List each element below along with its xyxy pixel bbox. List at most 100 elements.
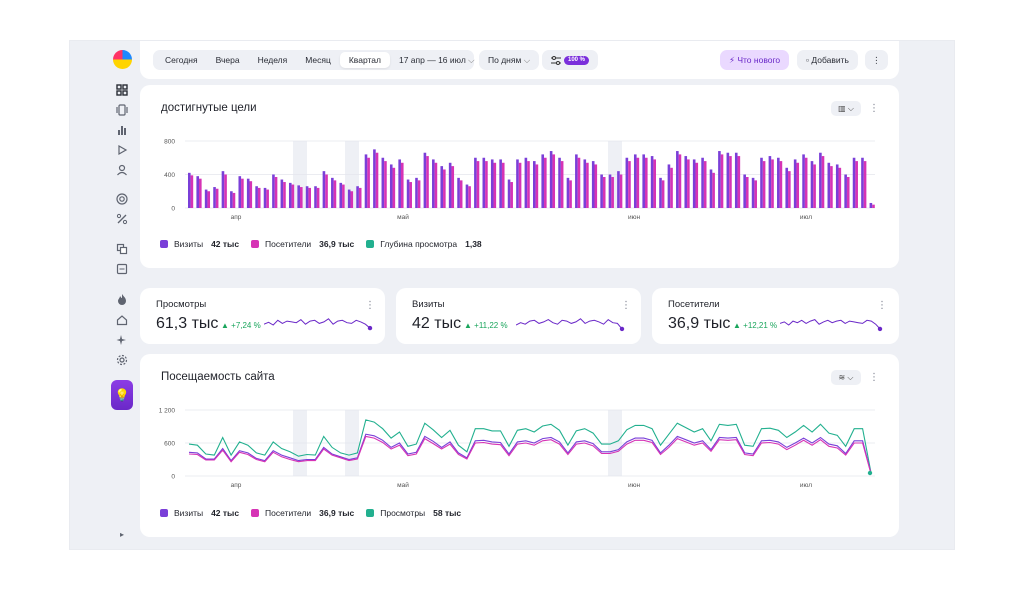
bar — [398, 159, 401, 208]
bar — [869, 202, 873, 208]
bar — [687, 159, 690, 208]
bar — [703, 161, 707, 208]
dashboard-icon[interactable] — [115, 84, 129, 98]
report-icon[interactable] — [115, 263, 129, 277]
bar — [196, 176, 200, 208]
bar — [331, 177, 334, 208]
user-icon[interactable] — [115, 164, 129, 178]
x-tick-label: июл — [800, 482, 812, 489]
lightning-icon: ⚡ — [729, 55, 735, 65]
bar — [507, 179, 511, 208]
period-quarter[interactable]: Квартал — [339, 52, 390, 68]
legend-visits[interactable]: Визиты 42 тыс — [160, 239, 239, 249]
x-tick-label: июл — [800, 214, 812, 221]
chart-type-select[interactable]: ▥ ⌵ — [831, 101, 861, 116]
bar-chart-icon[interactable] — [115, 124, 129, 138]
series-end-point — [867, 470, 873, 476]
sampling-button[interactable]: 100 % — [542, 50, 599, 70]
whats-new-label: Что нового — [737, 55, 781, 65]
y-tick-label: 1 200 — [159, 408, 176, 415]
bar — [299, 187, 303, 208]
bar — [608, 174, 612, 208]
bar — [788, 171, 791, 208]
bar — [653, 159, 657, 208]
bar — [642, 154, 645, 208]
bar — [485, 161, 488, 208]
kebab-icon[interactable]: ⋮ — [869, 103, 879, 114]
legend-depth[interactable]: Глубина просмотра 1,38 — [366, 239, 482, 249]
bar — [650, 156, 654, 208]
legend-visitors[interactable]: Посетители 36,9 тыс — [251, 508, 354, 518]
chart-type-select[interactable]: ≋ ⌵ — [831, 370, 861, 385]
stat-value: 36,9 тыс — [668, 315, 731, 332]
stat-card-visitors[interactable]: Посетители ⋮ 36,9 тыс ▲ +12,21 % — [652, 288, 899, 344]
bar — [821, 156, 825, 208]
stat-card-views[interactable]: Просмотры ⋮ 61,3 тыс ▲ +7,24 % — [140, 288, 385, 344]
settings-icon[interactable] — [115, 354, 129, 368]
bar — [535, 164, 539, 208]
date-range-picker[interactable]: 17 апр — 16 июл ⌵ — [390, 52, 484, 68]
period-yesterday[interactable]: Вчера — [215, 55, 240, 65]
more-menu-button[interactable]: ⋮ — [865, 50, 888, 70]
bar — [415, 177, 418, 208]
whats-new-button[interactable]: ⚡ Что нового — [720, 50, 790, 70]
traffic-legend: Визиты 42 тыс Посетители 36,9 тыс Просмотр… — [160, 508, 473, 518]
x-tick-label: май — [397, 213, 409, 221]
bar — [288, 182, 292, 208]
assistant-button[interactable]: 💡 — [111, 380, 133, 410]
x-tick-label: июн — [628, 214, 641, 221]
bar — [381, 157, 385, 208]
bar — [838, 167, 842, 208]
layers-icon[interactable] — [115, 104, 129, 118]
expand-sidebar-icon[interactable]: ▸ — [119, 530, 124, 539]
bar — [241, 178, 244, 208]
bar — [754, 180, 757, 208]
bar — [718, 151, 721, 208]
check-icon — [251, 240, 260, 248]
legend-visitors[interactable]: Посетители 36,9 тыс — [251, 239, 354, 249]
sparkline — [264, 318, 373, 331]
bar — [423, 152, 427, 208]
kebab-icon[interactable]: ⋮ — [877, 300, 887, 311]
metrica-logo[interactable] — [113, 50, 132, 69]
grouping-select[interactable]: По дням ⌵ — [479, 50, 540, 70]
add-button[interactable]: ▫ Добавить — [797, 50, 858, 70]
bar — [734, 152, 738, 208]
copy-icon[interactable] — [115, 243, 129, 257]
legend-visits[interactable]: Визиты 42 тыс — [160, 508, 239, 518]
period-today[interactable]: Сегодня — [165, 55, 198, 65]
percent-icon[interactable] — [115, 213, 129, 227]
home-icon[interactable] — [115, 314, 129, 328]
chevron-down-icon: ⌵ — [847, 373, 854, 382]
bar — [611, 177, 614, 208]
kebab-icon[interactable]: ⋮ — [365, 300, 375, 311]
fire-icon[interactable] — [115, 293, 129, 307]
bar — [426, 156, 429, 208]
stat-card-visits[interactable]: Визиты ⋮ 42 тыс ▲ +11,22 % — [396, 288, 641, 344]
toolbar: Сегодня Вчера Неделя Месяц Квартал 17 ап… — [140, 40, 899, 79]
date-range-label: 17 апр — 16 июл — [398, 55, 466, 65]
sparkle-icon[interactable] — [115, 334, 129, 348]
bar — [802, 154, 805, 208]
bar — [768, 156, 772, 208]
x-tick-label: июн — [628, 482, 641, 489]
bar — [552, 154, 556, 208]
play-icon[interactable] — [115, 144, 129, 158]
bar — [199, 178, 202, 208]
x-tick-label: апр — [231, 214, 242, 221]
period-month[interactable]: Месяц — [305, 55, 331, 65]
bar — [347, 189, 351, 208]
kebab-icon[interactable]: ⋮ — [621, 300, 631, 311]
bar — [305, 186, 309, 208]
bar — [272, 174, 275, 208]
legend-views[interactable]: Просмотры 58 тыс — [366, 508, 461, 518]
period-week[interactable]: Неделя — [257, 55, 288, 65]
stat-label: Посетители — [668, 299, 720, 310]
bar — [625, 157, 629, 208]
target-icon[interactable] — [115, 193, 129, 207]
bar — [364, 154, 368, 208]
kebab-icon[interactable]: ⋮ — [869, 372, 879, 383]
series-line — [188, 433, 872, 474]
grouping-label: По дням — [488, 55, 522, 65]
sparkline-end-point — [367, 325, 373, 331]
